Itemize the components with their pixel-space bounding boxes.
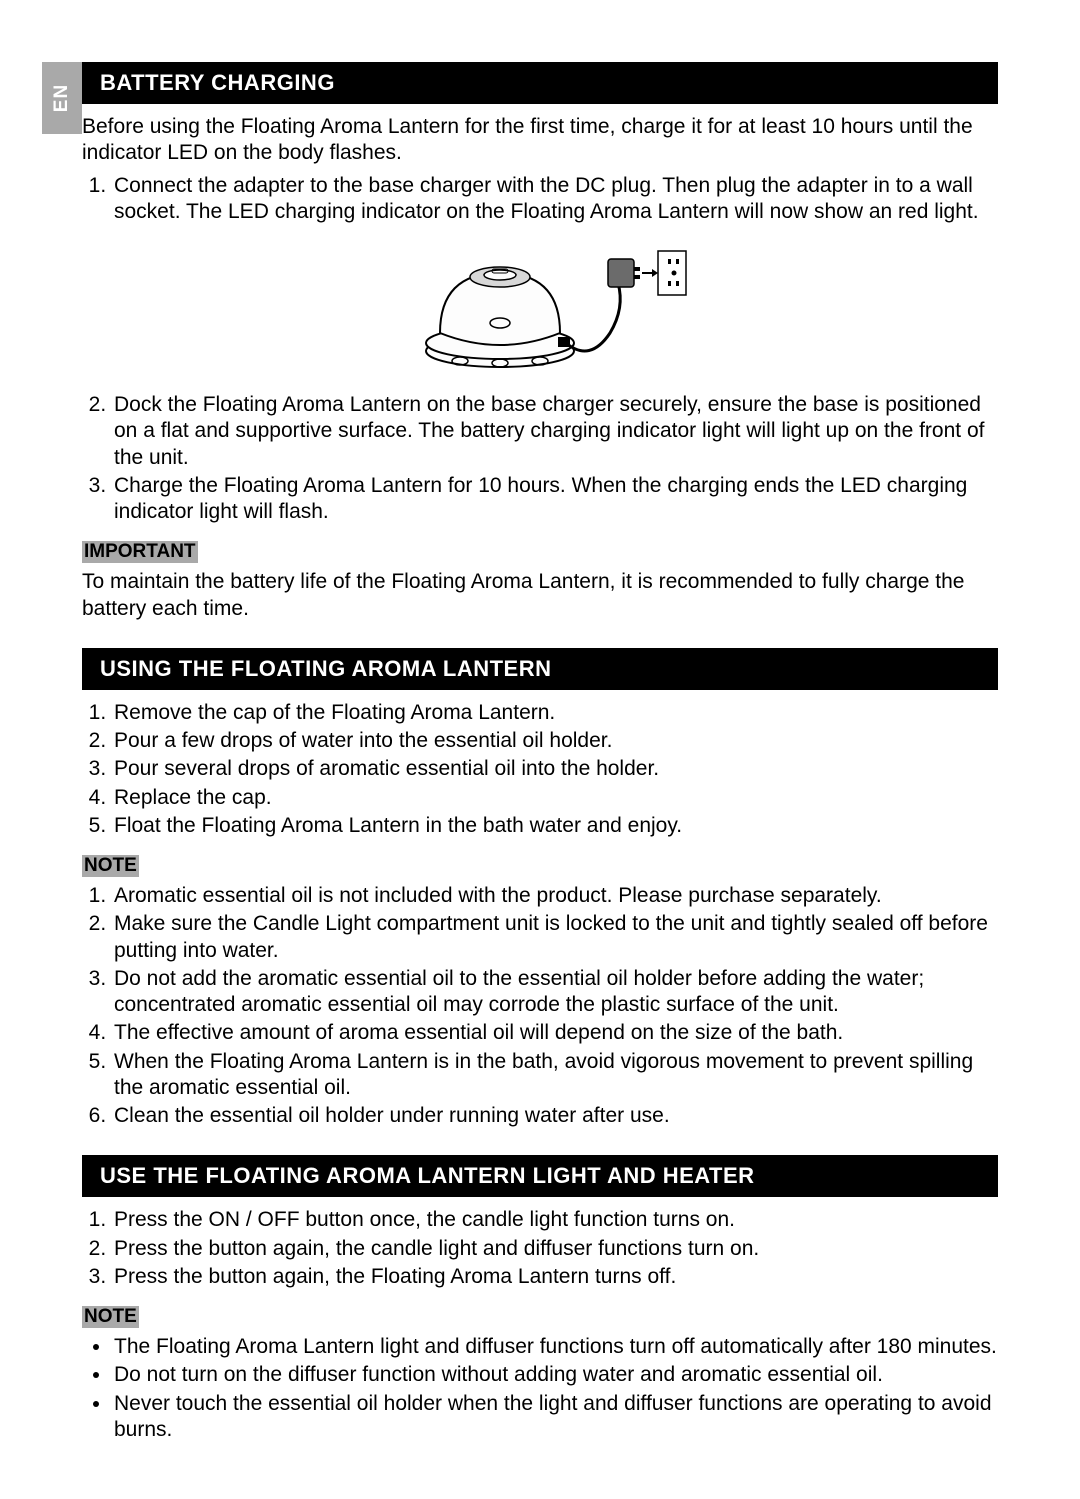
charging-steps-before-figure: Connect the adapter to the base charger … [82,173,998,226]
list-item: The Floating Aroma Lantern light and dif… [112,1334,998,1360]
note-label-light-heater: NOTE [82,1306,139,1328]
lantern-charging-illustration [390,233,690,373]
list-item: Charge the Floating Aroma Lantern for 10… [112,473,998,526]
list-item: Connect the adapter to the base charger … [112,173,998,226]
note-label-using: NOTE [82,855,139,877]
list-item: Clean the essential oil holder under run… [112,1103,998,1129]
charging-steps-after-figure: Dock the Floating Aroma Lantern on the b… [82,392,998,525]
list-item: Pour a few drops of water into the essen… [112,728,998,754]
charging-intro: Before using the Floating Aroma Lantern … [82,114,998,167]
light-heater-steps: Press the ON / OFF button once, the cand… [82,1207,998,1290]
list-item: Do not add the aromatic essential oil to… [112,966,998,1019]
list-item: Do not turn on the diffuser function wit… [112,1362,998,1388]
using-notes: Aromatic essential oil is not included w… [82,883,998,1129]
list-item: Remove the cap of the Floating Aroma Lan… [112,700,998,726]
language-label: EN [51,84,73,112]
list-item: Press the button again, the Floating Aro… [112,1264,998,1290]
list-item: When the Floating Aroma Lantern is in th… [112,1049,998,1102]
important-text: To maintain the battery life of the Floa… [82,569,998,622]
section-header-using: USING THE FLOATING AROMA LANTERN [82,648,998,690]
list-item: Press the ON / OFF button once, the cand… [112,1207,998,1233]
section-header-light-heater: USE THE FLOATING AROMA LANTERN LIGHT AND… [82,1155,998,1197]
list-item: Dock the Floating Aroma Lantern on the b… [112,392,998,471]
list-item: Aromatic essential oil is not included w… [112,883,998,909]
light-heater-notes: The Floating Aroma Lantern light and dif… [82,1334,998,1443]
charging-figure [82,233,998,378]
list-item: Float the Floating Aroma Lantern in the … [112,813,998,839]
list-item: Replace the cap. [112,785,998,811]
using-steps: Remove the cap of the Floating Aroma Lan… [82,700,998,839]
list-item: Never touch the essential oil holder whe… [112,1391,998,1444]
list-item: Pour several drops of aromatic essential… [112,756,998,782]
list-item: Make sure the Candle Light compartment u… [112,911,998,964]
important-label: IMPORTANT [82,541,198,563]
list-item: Press the button again, the candle light… [112,1236,998,1262]
section-header-charging: BATTERY CHARGING [82,62,998,104]
list-item: The effective amount of aroma essential … [112,1020,998,1046]
language-tab: EN [42,62,82,134]
manual-page: EN BATTERY CHARGING Before using the Flo… [0,0,1080,1499]
